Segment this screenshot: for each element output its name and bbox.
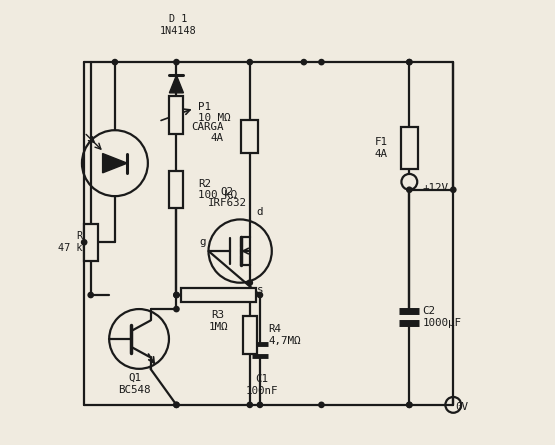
Text: C2
1000μF: C2 1000μF <box>422 306 462 328</box>
Bar <box>169 171 184 208</box>
Circle shape <box>301 60 306 65</box>
Circle shape <box>247 402 253 408</box>
Text: Q1
BC548: Q1 BC548 <box>118 373 151 395</box>
Text: s: s <box>256 285 263 295</box>
Text: R3
1MΩ: R3 1MΩ <box>209 311 228 332</box>
Text: +12V: +12V <box>422 182 448 193</box>
Text: g: g <box>200 237 206 247</box>
Text: P1
10 MΩ: P1 10 MΩ <box>198 102 231 123</box>
Circle shape <box>407 402 412 408</box>
Circle shape <box>112 60 118 65</box>
Circle shape <box>407 60 412 65</box>
Circle shape <box>174 292 179 298</box>
Text: D 1
1N4148: D 1 1N4148 <box>160 14 197 36</box>
Text: CARGA
4A: CARGA 4A <box>191 121 224 143</box>
Circle shape <box>319 60 324 65</box>
Circle shape <box>407 402 412 408</box>
Circle shape <box>174 402 179 408</box>
Circle shape <box>247 60 253 65</box>
Bar <box>243 316 257 354</box>
Polygon shape <box>103 154 127 173</box>
Bar <box>241 120 258 153</box>
Circle shape <box>247 280 253 285</box>
Bar <box>169 96 184 134</box>
Text: Q2
IRF632: Q2 IRF632 <box>208 187 246 208</box>
Circle shape <box>88 292 93 298</box>
Text: R2
100 kΩ: R2 100 kΩ <box>198 179 238 200</box>
Text: R4
4,7MΩ: R4 4,7MΩ <box>268 324 301 346</box>
Bar <box>401 127 418 169</box>
Circle shape <box>258 402 263 408</box>
Text: C1
100nF: C1 100nF <box>246 374 279 396</box>
Circle shape <box>82 240 87 245</box>
Circle shape <box>407 60 412 65</box>
Circle shape <box>319 402 324 408</box>
Circle shape <box>174 292 179 298</box>
Circle shape <box>451 187 456 192</box>
Bar <box>84 223 98 261</box>
Text: d: d <box>256 207 263 217</box>
Text: 0V: 0V <box>456 402 468 412</box>
Circle shape <box>174 307 179 311</box>
Bar <box>181 288 255 302</box>
Circle shape <box>174 60 179 65</box>
Polygon shape <box>169 75 184 93</box>
Circle shape <box>174 402 179 408</box>
Circle shape <box>407 187 412 192</box>
Text: F1
4A: F1 4A <box>375 137 387 158</box>
Circle shape <box>258 292 263 298</box>
Text: R1
47 kΩ: R1 47 kΩ <box>58 231 89 253</box>
